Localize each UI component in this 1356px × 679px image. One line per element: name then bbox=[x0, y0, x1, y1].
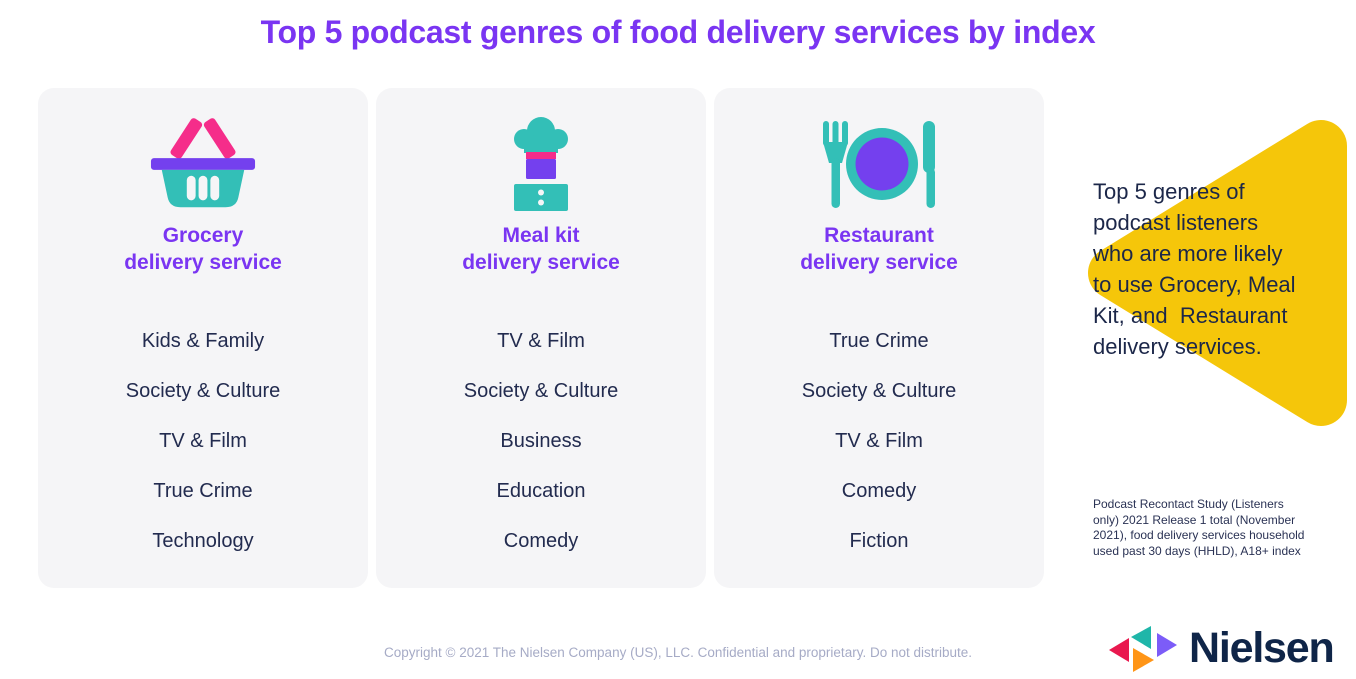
card-heading-meal-kit: Meal kit delivery service bbox=[376, 222, 706, 276]
genre-item: Technology bbox=[152, 529, 254, 552]
card-heading-restaurant: Restaurant delivery service bbox=[714, 222, 1044, 276]
genre-list-grocery: Kids & Family Society & Culture TV & Fil… bbox=[38, 316, 368, 566]
genre-item: True Crime bbox=[153, 479, 253, 502]
source-note: Podcast Recontact Study (Listeners only)… bbox=[1093, 497, 1353, 559]
callout-line: Top 5 genres of bbox=[1093, 179, 1245, 204]
genre-item: Comedy bbox=[841, 479, 917, 502]
card-grocery-delivery: Grocery delivery service Kids & Family S… bbox=[38, 88, 368, 588]
source-note-line: 2021), food delivery services household bbox=[1093, 528, 1305, 542]
nielsen-wordmark: Nielsen bbox=[1189, 624, 1335, 672]
card-meal-kit-delivery: Meal kit delivery service TV & Film Soci… bbox=[376, 88, 706, 588]
genre-item: TV & Film bbox=[835, 429, 923, 452]
callout-line: to use Grocery, Meal bbox=[1093, 272, 1296, 297]
genre-item: Society & Culture bbox=[125, 379, 281, 402]
card-heading-line2: delivery service bbox=[462, 251, 620, 274]
card-restaurant-delivery: Restaurant delivery service True Crime S… bbox=[714, 88, 1044, 588]
card-heading-line1: Grocery bbox=[162, 224, 244, 247]
genre-item: Kids & Family bbox=[141, 329, 265, 352]
page-title: Top 5 podcast genres of food delivery se… bbox=[260, 14, 1096, 50]
card-heading-line2: delivery service bbox=[124, 251, 282, 274]
source-note-line: only) 2021 Release 1 total (November bbox=[1093, 512, 1296, 527]
card-heading-line1: Meal kit bbox=[502, 224, 580, 247]
callout-line: podcast listeners bbox=[1093, 210, 1259, 235]
genre-list-restaurant: True Crime Society & Culture TV & Film C… bbox=[714, 316, 1044, 566]
genre-item: Society & Culture bbox=[463, 379, 619, 402]
chef-hat-icon bbox=[376, 114, 706, 214]
callout-triangle-shape bbox=[1088, 120, 1347, 426]
genre-item: Education bbox=[496, 479, 586, 502]
card-heading-line2: delivery service bbox=[800, 251, 958, 274]
callout-line: who are more likely bbox=[1093, 241, 1283, 266]
card-heading-line1: Restaurant bbox=[824, 224, 934, 247]
genre-item: Comedy bbox=[503, 529, 579, 552]
genre-item: TV & Film bbox=[159, 429, 247, 452]
genre-item: Fiction bbox=[849, 529, 909, 552]
source-note-line: used past 30 days (HHLD), A18+ index bbox=[1093, 543, 1301, 558]
genre-item: True Crime bbox=[829, 329, 929, 352]
genre-item: Society & Culture bbox=[801, 379, 957, 402]
callout-text: Top 5 genres of podcast listeners who ar… bbox=[1093, 176, 1353, 362]
copyright-text: Copyright © 2021 The Nielsen Company (US… bbox=[384, 645, 972, 660]
genre-item: Business bbox=[500, 429, 582, 452]
nielsen-logo: Nielsen bbox=[1106, 622, 1335, 674]
source-note-line: Podcast Recontact Study (Listeners bbox=[1093, 497, 1284, 511]
restaurant-plate-icon bbox=[714, 114, 1044, 214]
card-heading-grocery: Grocery delivery service bbox=[38, 222, 368, 276]
callout-line: Kit, and Restaurant bbox=[1093, 303, 1288, 328]
callout-line: delivery services. bbox=[1093, 334, 1262, 359]
nielsen-logo-mark-icon bbox=[1109, 626, 1177, 672]
grocery-basket-icon bbox=[38, 114, 368, 214]
genre-list-meal-kit: TV & Film Society & Culture Business Edu… bbox=[376, 316, 706, 566]
genre-item: TV & Film bbox=[497, 329, 585, 352]
